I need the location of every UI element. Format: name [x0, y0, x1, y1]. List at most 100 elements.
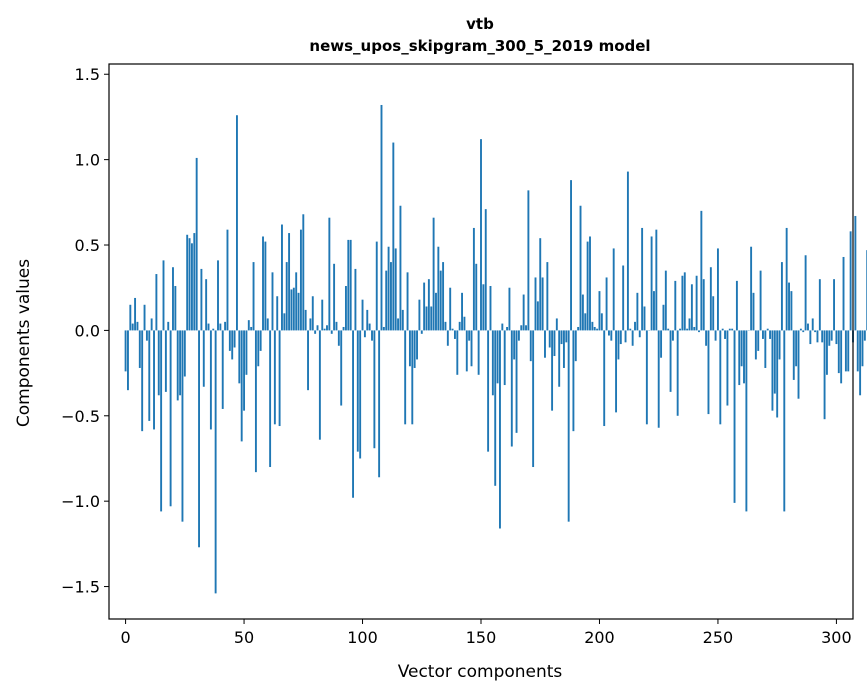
bar [619, 330, 622, 345]
bar [309, 318, 312, 331]
bar [733, 330, 736, 503]
bar [183, 330, 186, 377]
bar [833, 279, 835, 331]
bar [693, 326, 696, 331]
bar [236, 115, 238, 331]
bar [404, 330, 407, 425]
bar [551, 330, 554, 411]
bar [605, 277, 608, 331]
bar [477, 330, 480, 375]
bar [252, 262, 255, 331]
bar [762, 330, 764, 339]
bar [145, 330, 148, 341]
bar [854, 215, 857, 331]
bar [401, 309, 404, 331]
bar [828, 330, 831, 346]
bar [856, 330, 859, 372]
bar [731, 328, 734, 331]
bar [375, 241, 378, 331]
bar [131, 323, 134, 331]
bar [591, 321, 594, 331]
x-tick-label: 150 [466, 628, 497, 647]
bar [750, 246, 753, 331]
bar [276, 296, 279, 331]
bar [695, 275, 698, 331]
bar [610, 330, 613, 341]
bar [451, 328, 454, 331]
bar [641, 227, 644, 331]
bar [662, 304, 665, 331]
bar [283, 313, 286, 331]
bar [842, 256, 845, 331]
bar [150, 318, 153, 331]
bar [785, 227, 788, 331]
y-axis-ticks: −1.5 −1.0 −0.5 0.0 0.5 1.0 1.5 [61, 65, 109, 597]
bar [342, 326, 345, 331]
plot-frame [108, 63, 854, 620]
bar [622, 265, 625, 331]
bar [124, 330, 127, 372]
bar [861, 330, 864, 367]
bar [262, 236, 264, 331]
bar [705, 330, 708, 346]
bar [316, 325, 319, 331]
bar [209, 330, 212, 430]
bar [757, 330, 760, 351]
bar [399, 205, 402, 331]
bar [134, 297, 137, 331]
bar [423, 282, 426, 331]
bar [638, 330, 641, 338]
bar [657, 330, 660, 428]
bar [380, 104, 383, 331]
bar [532, 330, 535, 468]
bar [709, 267, 712, 331]
bar [491, 330, 494, 396]
bar [449, 287, 452, 331]
x-tick-label: 0 [120, 628, 130, 647]
bar [596, 328, 599, 331]
bar [688, 318, 691, 331]
bar [690, 284, 693, 331]
bar [269, 330, 272, 468]
bar [356, 330, 359, 452]
bar [406, 272, 409, 331]
bars-group [124, 104, 867, 594]
bar [745, 330, 748, 512]
bar [292, 287, 295, 331]
bar [484, 209, 487, 331]
bar [804, 255, 807, 331]
bar [307, 330, 309, 391]
bar [442, 262, 445, 331]
bar [508, 287, 511, 331]
bar [752, 292, 755, 331]
bar [719, 330, 722, 425]
bar [721, 328, 724, 331]
bar [570, 180, 572, 331]
bar [655, 229, 658, 331]
y-tick-label: −0.5 [61, 407, 100, 426]
bar [863, 330, 866, 341]
bar [593, 326, 596, 331]
bar [825, 330, 828, 375]
bar [340, 330, 343, 406]
bar [849, 231, 852, 331]
bar [430, 306, 433, 331]
bar [129, 304, 132, 331]
bar [788, 282, 790, 331]
bar [321, 299, 324, 331]
y-tick-label: −1.0 [61, 492, 100, 511]
bar [769, 330, 772, 339]
bar [496, 330, 499, 384]
bar [584, 313, 587, 331]
bar [387, 246, 390, 331]
bar [797, 330, 800, 399]
bar [560, 330, 563, 345]
bar [205, 279, 208, 331]
bar [783, 330, 786, 512]
bar [141, 330, 144, 432]
bar [385, 270, 388, 331]
bar [809, 330, 812, 345]
bar [726, 330, 729, 406]
bar [766, 328, 769, 331]
bar [522, 294, 525, 331]
